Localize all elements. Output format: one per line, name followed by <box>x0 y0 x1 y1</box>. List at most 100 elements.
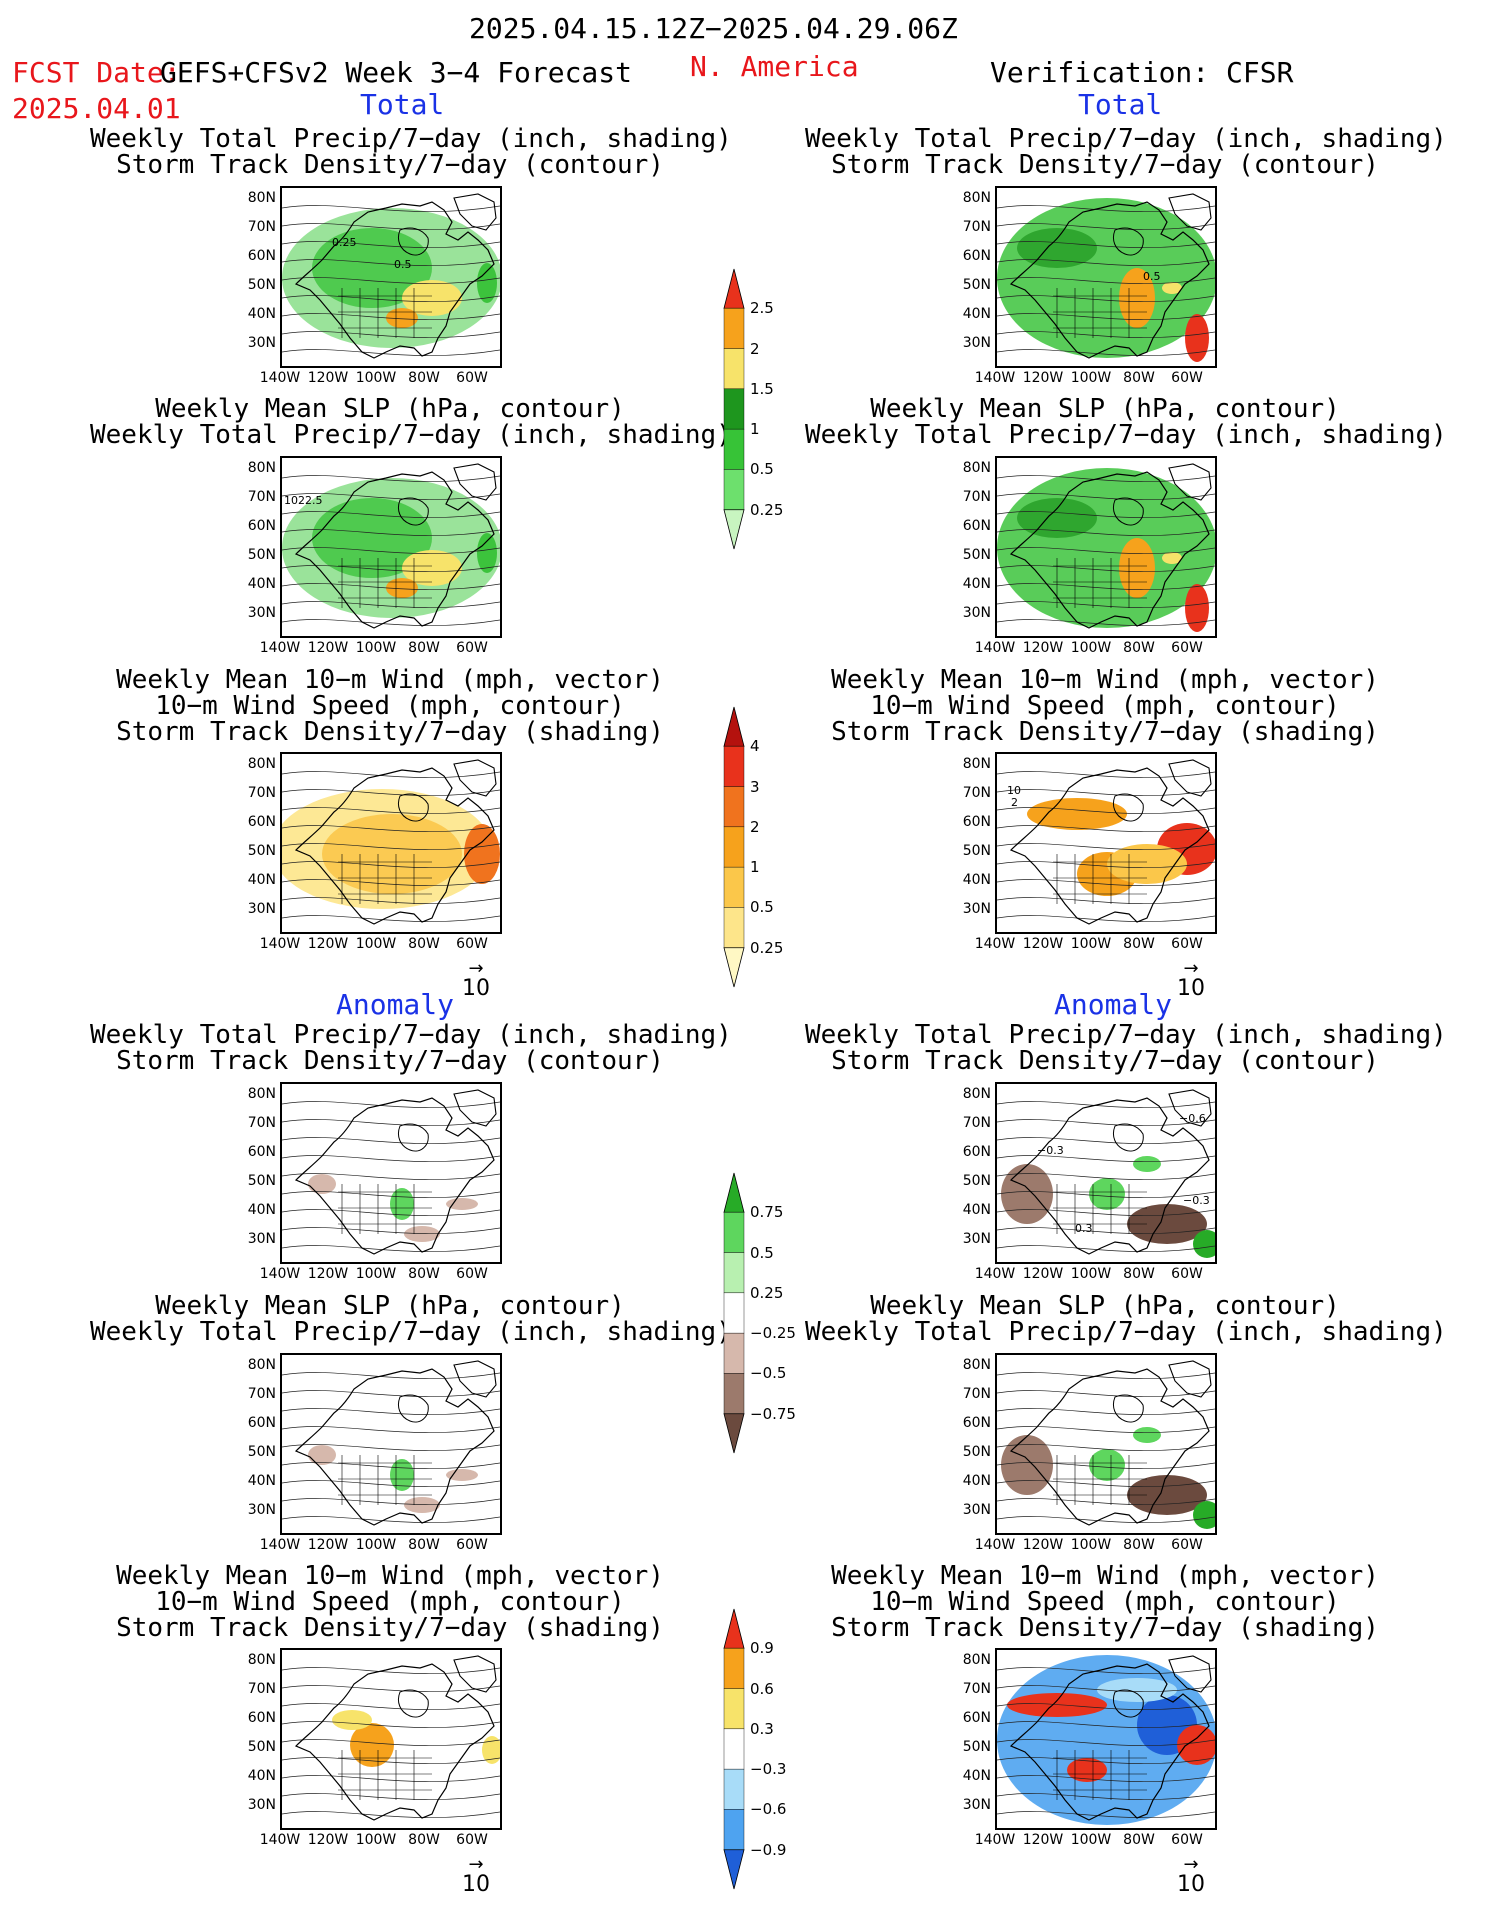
colorbar-label: 0.75 <box>750 1203 784 1222</box>
lat-tick-label: 80N <box>962 1357 991 1373</box>
panel-title-anom-slp_precip-obs: Weekly Mean SLP (hPa, contour) Weekly To… <box>805 1291 1447 1347</box>
lon-tick-label: 60W <box>456 936 488 952</box>
colorbar-label: −0.6 <box>750 1800 787 1819</box>
lat-tick-label: 50N <box>247 547 276 563</box>
vector-ref-value: 10 <box>462 1872 490 1897</box>
lon-tick-label: 140W <box>259 1832 301 1848</box>
contour-label: 2 <box>1011 796 1018 809</box>
colorbar-label: 2 <box>750 339 760 358</box>
colorbar-segment <box>723 1332 745 1374</box>
colorbar-label: 0.5 <box>750 1243 774 1262</box>
lon-tick-label: 120W <box>1022 1266 1064 1282</box>
colorbar-segment <box>723 428 745 470</box>
lon-tick-label: 80W <box>1123 936 1155 952</box>
lat-tick-label: 50N <box>247 1739 276 1755</box>
lat-tick-label: 70N <box>962 1386 991 1402</box>
lat-tick-label: 80N <box>247 1086 276 1102</box>
lat-tick-label: 60N <box>962 1710 991 1726</box>
panel-title-total-slp_precip-obs: Weekly Mean SLP (hPa, contour) Weekly To… <box>805 394 1447 450</box>
lon-tick-label: 140W <box>974 1832 1016 1848</box>
model-title: GEFS+CFSv2 Week 3−4 Forecast <box>160 56 633 89</box>
panel-title-total-wind_storm-fcst: Weekly Mean 10−m Wind (mph, vector) 10−m… <box>116 665 664 747</box>
lat-tick-label: 40N <box>962 306 991 322</box>
lon-tick-label: 60W <box>456 1832 488 1848</box>
lon-tick-label: 100W <box>1070 1537 1112 1553</box>
lat-tick-label: 60N <box>247 248 276 264</box>
section-anomaly-obs: Anomaly <box>1054 988 1173 1021</box>
lat-tick-label: 80N <box>962 1086 991 1102</box>
lat-tick-label: 70N <box>247 785 276 801</box>
lat-tick-label: 30N <box>962 1502 991 1518</box>
lon-tick-label: 100W <box>355 370 397 386</box>
lon-tick-label: 120W <box>307 1537 349 1553</box>
vector-reference: → 10 <box>456 1856 496 1898</box>
lon-tick-label: 60W <box>456 1266 488 1282</box>
lat-tick-label: 50N <box>247 843 276 859</box>
section-anomaly-fcst: Anomaly <box>336 988 455 1021</box>
lat-tick-label: 50N <box>962 1444 991 1460</box>
lon-tick-label: 120W <box>307 640 349 656</box>
colorbar-segment <box>723 268 745 309</box>
vector-arrow-icon: → <box>1183 1854 1199 1875</box>
lon-tick-label: 120W <box>307 1832 349 1848</box>
colorbar-segment <box>723 866 745 908</box>
period-title: 2025.04.15.12Z−2025.04.29.06Z <box>469 12 958 45</box>
lat-tick-label: 60N <box>247 814 276 830</box>
lon-tick-label: 60W <box>456 640 488 656</box>
map-total-slp_precip-fcst: 1022.5 <box>280 456 502 638</box>
vector-reference: → 10 <box>1171 958 1211 1002</box>
map-total-slp_precip-obs <box>995 456 1217 638</box>
colorbar-precip-anomaly <box>723 1172 745 1454</box>
lat-tick-label: 70N <box>962 489 991 505</box>
lat-tick-label: 80N <box>247 1357 276 1373</box>
colorbar-segment <box>723 1849 745 1890</box>
colorbar-segment <box>723 746 745 787</box>
panel-title-anom-precip_storm-obs: Weekly Total Precip/7−day (inch, shading… <box>805 1020 1447 1076</box>
lon-tick-label: 140W <box>259 370 301 386</box>
contour-label: −0.3 <box>1183 1194 1210 1207</box>
panel-title-anom-precip_storm-fcst: Weekly Total Precip/7−day (inch, shading… <box>90 1020 732 1076</box>
lat-tick-label: 50N <box>962 843 991 859</box>
lat-tick-label: 40N <box>962 576 991 592</box>
colorbar-segment <box>723 1212 745 1253</box>
colorbar-label: 0.5 <box>750 460 774 479</box>
colorbar-label: 0.25 <box>750 500 784 519</box>
colorbar-label: 2.5 <box>750 299 774 318</box>
lon-tick-label: 140W <box>974 936 1016 952</box>
lat-tick-label: 60N <box>962 814 991 830</box>
vector-ref-value: 10 <box>462 976 490 1001</box>
lat-tick-label: 80N <box>247 756 276 772</box>
lon-tick-label: 80W <box>1123 1537 1155 1553</box>
colorbar-segment <box>723 1292 745 1334</box>
map-anom-slp_precip-obs <box>995 1353 1217 1535</box>
lon-tick-label: 60W <box>1171 936 1203 952</box>
lat-tick-label: 80N <box>962 756 991 772</box>
colorbar-label: 4 <box>750 737 760 756</box>
colorbar-label: 1.5 <box>750 379 774 398</box>
lat-tick-label: 30N <box>247 901 276 917</box>
colorbar-label: 0.25 <box>750 1283 784 1302</box>
colorbar-segment <box>723 706 745 747</box>
lat-tick-label: 60N <box>962 518 991 534</box>
lat-tick-label: 30N <box>247 1797 276 1813</box>
lon-tick-label: 80W <box>1123 1266 1155 1282</box>
colorbar-segment <box>723 1252 745 1294</box>
lat-tick-label: 70N <box>247 1681 276 1697</box>
lat-tick-label: 40N <box>247 576 276 592</box>
lat-tick-label: 40N <box>962 872 991 888</box>
lat-tick-label: 30N <box>962 1797 991 1813</box>
lon-tick-label: 80W <box>408 370 440 386</box>
vector-ref-value: 10 <box>1177 976 1205 1001</box>
lon-tick-label: 60W <box>1171 1266 1203 1282</box>
vector-arrow-icon: → <box>1183 958 1199 979</box>
lat-tick-label: 70N <box>962 1115 991 1131</box>
contour-label: 1022.5 <box>284 494 323 507</box>
lat-tick-label: 30N <box>962 605 991 621</box>
colorbar-segment <box>723 1413 745 1454</box>
lat-tick-label: 60N <box>247 518 276 534</box>
lat-tick-label: 40N <box>247 306 276 322</box>
map-total-wind_storm-obs: 10 2 <box>995 752 1217 934</box>
lat-tick-label: 30N <box>962 335 991 351</box>
colorbar-segment <box>723 786 745 828</box>
lat-tick-label: 40N <box>247 1473 276 1489</box>
